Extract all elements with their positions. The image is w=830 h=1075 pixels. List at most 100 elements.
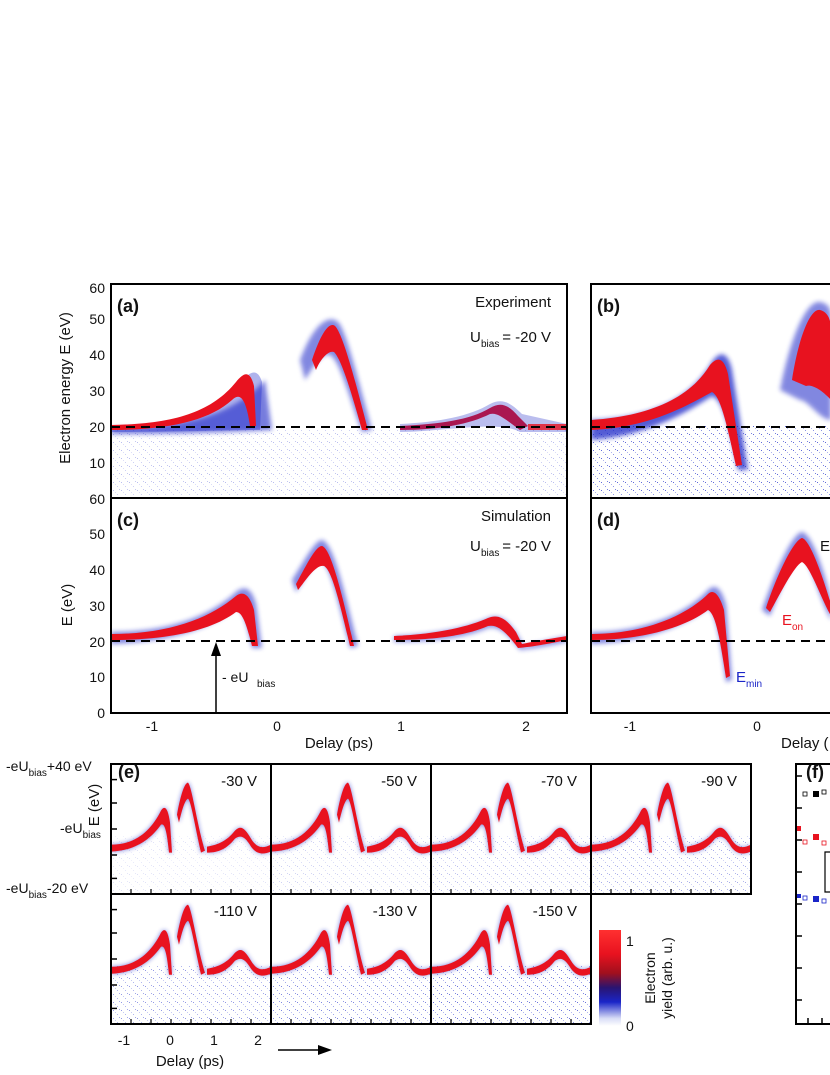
panel-a-ytick: 40 — [89, 347, 105, 363]
panel-c-bias-arrowhead — [211, 642, 221, 656]
panel-e-arrowhead — [318, 1045, 332, 1055]
panel-c-xtick: 1 — [397, 718, 405, 734]
panel-c-ytick: 30 — [89, 598, 105, 614]
panel-d-xtick: -1 — [624, 718, 637, 734]
panel-c-xtick: 0 — [273, 718, 281, 734]
panel-e-subpanels: -30 V -50 V -70 V -90 V -110 V -130 V -150 V — [110, 763, 752, 1025]
panel-e-subpanel-voltage: -130 V — [373, 903, 417, 920]
panel-f: (f) — [795, 762, 830, 1025]
panel-d-annotation-emin: E — [736, 669, 746, 686]
panel-c-ytick: 0 — [97, 705, 105, 721]
panel-c-xticks: -1 0 1 2 — [146, 718, 530, 734]
panel-d-label: (d) — [597, 510, 620, 530]
panel-d: (d) E on E min E -1 0 Delay ( — [590, 497, 830, 752]
panel-a-label: (a) — [117, 296, 139, 316]
panel-e-subpanel: -30 V — [110, 763, 272, 895]
panel-e-ylevel-bottom: -eUbias-20 eV — [6, 880, 89, 901]
panel-c-annotation-u: U — [470, 538, 481, 555]
panel-e-subpanel: -90 V — [590, 763, 752, 895]
colorbar-min: 0 — [626, 1018, 634, 1034]
panel-e-subpanel-voltage: -50 V — [381, 773, 417, 790]
panel-a-yticks: 60 50 40 30 20 10 60 — [89, 280, 105, 507]
panel-e-ylevel-top: -eUbias+40 eV — [6, 758, 92, 779]
panel-e-subpanel-voltage: -70 V — [541, 773, 577, 790]
panel-a-ytick: 60 — [89, 280, 105, 296]
panel-a-annotation-bias: bias — [481, 339, 499, 350]
panel-f-marker — [797, 894, 801, 898]
panel-f-label: (f) — [806, 762, 824, 782]
panel-c-label: (c) — [117, 510, 139, 530]
panel-c-ytick: 10 — [89, 669, 105, 685]
colorbar: 1 0 Electron yield (arb. u.) — [599, 930, 675, 1034]
panel-e-xticks: -1 0 1 2 — [118, 1032, 262, 1048]
panel-a-ytick: 50 — [89, 311, 105, 327]
panel-b-label: (b) — [597, 296, 620, 316]
panel-e: -eUbias+40 eV -eUbias -eUbias-20 eV E (e… — [6, 758, 752, 1070]
panel-f-inset — [824, 851, 830, 893]
panel-e-ylevels: -eUbias+40 eV -eUbias -eUbias-20 eV — [6, 758, 101, 901]
panel-e-subpanel-voltage: -150 V — [533, 903, 577, 920]
panel-e-xtick: 1 — [210, 1032, 218, 1048]
panel-e-xtick: 2 — [254, 1032, 262, 1048]
panel-d-annotation-eon: E — [782, 612, 792, 629]
panel-d-xlabel: Delay ( — [781, 735, 829, 752]
panel-c-frame — [110, 497, 568, 714]
panel-f-marker — [802, 895, 808, 901]
panel-d-annotation-e: E — [820, 538, 830, 555]
panel-e-subpanel-voltage: -110 V — [214, 903, 257, 920]
colorbar-label-line1: Electron — [642, 952, 658, 1003]
panel-f-frame — [795, 763, 830, 1025]
panel-a-ytick: 20 — [89, 419, 105, 435]
panel-e-xtick: -1 — [118, 1032, 131, 1048]
panel-e-ylabel: E (eV) — [86, 784, 103, 827]
panel-c-annotation-eu: - eU — [222, 669, 248, 685]
panel-c-xtick: -1 — [146, 718, 159, 734]
panel-d-xtick: 0 — [753, 718, 761, 734]
panel-c-ytick: 20 — [89, 634, 105, 650]
panel-f-marker — [821, 789, 827, 795]
panel-c-xlabel: Delay (ps) — [305, 735, 373, 752]
panel-d-frame — [590, 497, 830, 714]
panel-c-yticks: 50 40 30 20 10 0 — [89, 526, 105, 721]
panel-c-annotation-bias: bias — [481, 548, 499, 559]
panel-a-trace — [111, 319, 567, 434]
panel-b-noise — [591, 426, 830, 498]
panel-f-marker — [813, 791, 819, 797]
panel-c-annotation-eu-bias: bias — [257, 679, 275, 690]
panel-e-xlabel: Delay (ps) — [156, 1053, 224, 1070]
panel-e-subpanel-voltage: -30 V — [221, 773, 257, 790]
colorbar-gradient — [599, 930, 621, 1026]
panel-f-marker — [797, 826, 801, 831]
panel-e-subpanel: -130 V — [270, 893, 432, 1025]
panel-a-ytick: 60 — [89, 491, 105, 507]
panel-a-ytick: 30 — [89, 383, 105, 399]
panel-c-annotation-value: = -20 V — [502, 538, 551, 555]
panel-e-ylevel-mid: -eUbias — [60, 820, 101, 841]
panel-f-marker — [813, 896, 819, 902]
panel-d-xticks: -1 0 — [624, 718, 761, 734]
panel-c-ylabel: E (eV) — [59, 584, 76, 627]
panel-f-marker — [821, 840, 827, 846]
panel-e-subpanel: -70 V — [430, 763, 592, 895]
panel-e-subpanel: -50 V — [270, 763, 432, 895]
panel-d-annotation-eon-sub: on — [792, 622, 803, 633]
panel-f-ticks — [796, 775, 823, 1024]
panel-f-marker — [821, 898, 827, 904]
panel-a-annotation-value: = -20 V — [502, 329, 551, 346]
panel-c-annotation-simulation: Simulation — [481, 508, 551, 525]
panel-c: (c) Simulation U bias = -20 V - eU bias … — [59, 497, 568, 752]
colorbar-label-line2: yield (arb. u.) — [659, 937, 675, 1019]
panel-f-marker — [802, 791, 808, 797]
panel-a-ylabel: Electron energy E (eV) — [57, 312, 74, 464]
panel-a: (a) Experiment U bias = -20 V Electron e… — [57, 280, 568, 507]
panel-e-subpanel: -150 V — [430, 893, 592, 1025]
panel-a-annotation-experiment: Experiment — [475, 294, 552, 311]
panel-d-annotation-emin-sub: min — [746, 679, 762, 690]
panel-b: (b) — [590, 283, 830, 498]
panel-c-ytick: 40 — [89, 562, 105, 578]
panel-e-subpanel-voltage: -90 V — [701, 773, 737, 790]
panel-b-frame — [590, 283, 830, 498]
panel-e-label: (e) — [118, 762, 140, 782]
panel-f-markers — [797, 789, 827, 904]
